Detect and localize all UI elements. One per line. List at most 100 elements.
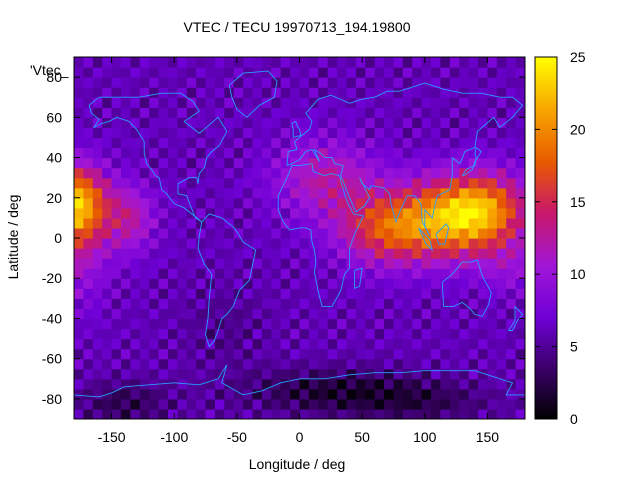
heatmap-cell [177, 308, 188, 320]
x-tick-label: 0 [296, 429, 304, 445]
heatmap-cell [515, 57, 525, 68]
heatmap-cell [102, 268, 113, 279]
heatmap-cell [355, 67, 366, 78]
heatmap-cell [271, 278, 282, 289]
heatmap-cell [224, 117, 235, 128]
heatmap-cell [308, 358, 319, 370]
heatmap-cell [261, 268, 272, 279]
heatmap-cell [139, 127, 150, 139]
heatmap-cell [205, 398, 216, 410]
heatmap-cell [468, 67, 479, 78]
heatmap-cell [327, 137, 338, 149]
heatmap-cell [92, 268, 103, 279]
heatmap-cell [327, 278, 338, 289]
heatmap-cell [290, 57, 301, 68]
heatmap-cell [506, 298, 517, 309]
heatmap-cell [412, 217, 423, 229]
heatmap-cell [111, 328, 122, 340]
heatmap-cell [440, 368, 451, 380]
heatmap-cell [478, 358, 489, 370]
heatmap-cell [449, 258, 460, 269]
heatmap-cell [308, 167, 319, 179]
heatmap-cell [327, 217, 338, 229]
heatmap-cell [177, 408, 188, 419]
heatmap-cell [421, 167, 432, 179]
heatmap-cell [74, 87, 84, 98]
heatmap-cell [355, 388, 366, 400]
heatmap-cell [487, 127, 498, 139]
heatmap-cell [402, 107, 413, 118]
heatmap-cell [299, 258, 310, 269]
heatmap-cell [205, 288, 216, 299]
heatmap-cell [308, 328, 319, 340]
heatmap-cell [318, 127, 329, 139]
heatmap-cell [243, 127, 254, 139]
heatmap-cell [308, 137, 319, 149]
heatmap-cell [412, 57, 423, 68]
heatmap-cell [214, 167, 225, 179]
heatmap-cell [402, 328, 413, 340]
heatmap-cell [327, 97, 338, 108]
heatmap-cell [158, 278, 169, 289]
heatmap-cell [318, 238, 329, 249]
heatmap-cell [149, 227, 160, 239]
heatmap-cell [327, 258, 338, 269]
heatmap-cell [280, 268, 291, 279]
heatmap-cell [74, 177, 84, 189]
heatmap-cell [440, 288, 451, 299]
heatmap-cell [506, 177, 517, 189]
heatmap-cell [299, 227, 310, 239]
heatmap-cell [243, 348, 254, 360]
heatmap-cell [496, 97, 507, 108]
heatmap-cell [280, 388, 291, 400]
heatmap-cell [149, 187, 160, 199]
heatmap-cell [149, 117, 160, 128]
heatmap-cell [478, 258, 489, 269]
heatmap-cell [384, 197, 395, 209]
heatmap-cell [449, 338, 460, 350]
heatmap-cell [158, 97, 169, 108]
heatmap-cell [196, 187, 207, 199]
heatmap-cell [139, 378, 150, 390]
heatmap-cell [421, 258, 432, 269]
heatmap-cell [515, 97, 525, 108]
heatmap-cell [205, 167, 216, 179]
heatmap-cell [252, 388, 263, 400]
heatmap-cell [102, 137, 113, 149]
heatmap-cell [233, 97, 244, 108]
heatmap-cell [515, 238, 525, 249]
heatmap-cell [290, 67, 301, 78]
heatmap-cell [224, 57, 235, 68]
heatmap-cell [186, 147, 197, 159]
heatmap-cell [384, 87, 395, 98]
heatmap-cell [440, 167, 451, 179]
heatmap-cell [120, 408, 131, 419]
heatmap-cell [111, 197, 122, 209]
heatmap-cell [177, 258, 188, 269]
heatmap-cell [515, 348, 525, 360]
heatmap-cell [243, 167, 254, 179]
heatmap-cell [280, 318, 291, 330]
heatmap-cell [506, 217, 517, 229]
heatmap-cell [158, 258, 169, 269]
heatmap-cell [233, 177, 244, 189]
heatmap-cell [402, 378, 413, 390]
heatmap-cell [92, 87, 103, 98]
heatmap-cell [139, 117, 150, 128]
heatmap-cell [374, 107, 385, 118]
heatmap-cell [130, 197, 141, 209]
heatmap-cell [515, 378, 525, 390]
heatmap-cell [421, 57, 432, 68]
heatmap-cell [459, 378, 470, 390]
heatmap-cell [74, 398, 84, 410]
heatmap-cell [412, 408, 423, 419]
heatmap-cell [515, 388, 525, 400]
heatmap-cell [167, 318, 178, 330]
heatmap-cell [478, 167, 489, 179]
heatmap-cell [167, 288, 178, 299]
heatmap-cell [421, 248, 432, 259]
heatmap-cell [346, 137, 357, 149]
heatmap-cell [496, 217, 507, 229]
heatmap-cell [290, 408, 301, 419]
heatmap-cell [243, 368, 254, 380]
